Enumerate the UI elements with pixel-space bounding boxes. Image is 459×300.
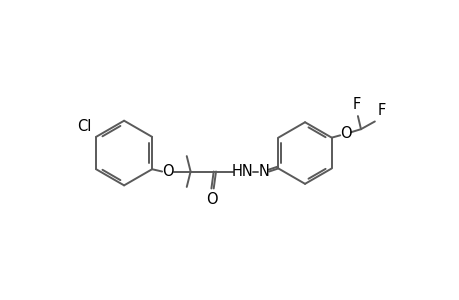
Text: O: O	[206, 192, 218, 207]
Text: HN: HN	[232, 164, 253, 179]
Text: O: O	[339, 126, 351, 141]
Text: F: F	[377, 103, 386, 118]
Text: F: F	[352, 97, 360, 112]
Text: N: N	[258, 164, 269, 179]
Text: O: O	[162, 164, 173, 179]
Text: Cl: Cl	[77, 119, 91, 134]
